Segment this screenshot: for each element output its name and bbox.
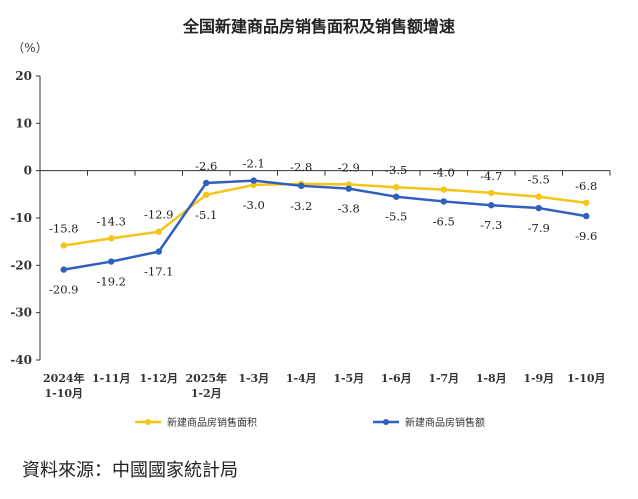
data-label: -3.5 <box>385 163 407 177</box>
y-tick-label: 20 <box>15 69 32 83</box>
axes <box>36 75 611 361</box>
data-label: -5.5 <box>385 210 407 224</box>
data-point <box>488 189 495 197</box>
x-tick-label: 1-10月 <box>44 387 83 400</box>
data-point <box>60 266 67 273</box>
data-label: -14.3 <box>97 214 127 228</box>
x-tick-label: 1-2月 <box>191 387 222 400</box>
y-tick-label: -30 <box>10 306 32 320</box>
data-point <box>203 179 210 187</box>
x-tick-label: 1-3月 <box>238 372 269 385</box>
data-label: -20.9 <box>49 283 79 297</box>
data-point <box>250 177 257 184</box>
y-tick-label: 10 <box>15 116 32 130</box>
x-tick-label: 1-12月 <box>139 372 178 385</box>
y-tick-label: 0 <box>24 164 32 178</box>
x-tick-label: 1-6月 <box>381 372 412 385</box>
y-tick-label: -10 <box>10 211 32 225</box>
data-point <box>108 258 115 265</box>
data-point <box>393 193 400 200</box>
data-point <box>345 185 352 192</box>
legend-marker <box>383 419 389 425</box>
legend: 新建商品房销售面积 新建商品房销售额 <box>135 416 485 429</box>
data-point <box>440 198 447 205</box>
data-label: -3.2 <box>290 199 312 213</box>
x-tick-label: 1-7月 <box>428 372 459 385</box>
data-point <box>108 235 115 242</box>
data-point <box>440 186 447 193</box>
data-label: -5.5 <box>528 173 550 187</box>
data-label: -2.9 <box>338 160 360 174</box>
legend-label: 新建商品房销售额 <box>405 416 485 429</box>
x-tick-label: 1-11月 <box>92 372 131 385</box>
x-tick-label: 2025年 <box>185 371 227 385</box>
data-label: -17.1 <box>144 265 174 279</box>
data-label: -9.6 <box>575 229 597 243</box>
data-point <box>298 182 305 190</box>
x-tick-label: 1-5月 <box>333 372 364 385</box>
series-lines <box>60 177 590 273</box>
x-tick-label: 1-10月 <box>567 372 606 385</box>
y-tick-labels: 20 10 0 -10 -20 -30 -40 <box>10 69 32 367</box>
data-point <box>393 184 400 191</box>
legend-marker <box>145 419 151 425</box>
data-point <box>583 199 590 207</box>
data-point <box>203 191 210 199</box>
data-label: -15.8 <box>49 221 79 235</box>
y-tick-label: -20 <box>10 258 32 272</box>
chart-title: 全国新建商品房销售面积及销售额增速 <box>182 17 455 36</box>
data-point <box>535 204 542 212</box>
data-point <box>488 202 495 209</box>
x-tick-label: 1-8月 <box>476 372 507 385</box>
data-point <box>583 212 590 220</box>
data-label: -6.5 <box>433 214 455 228</box>
x-tick-labels: 2024年 1-10月 1-11月 1-12月 2025年 1-2月 1-3月 1-4月 1-5… <box>43 371 606 400</box>
x-tick-label: 1-9月 <box>523 372 554 385</box>
data-label: -2.6 <box>195 159 217 173</box>
data-point <box>535 193 542 200</box>
data-label: -3.8 <box>338 202 360 216</box>
data-label: -7.9 <box>528 221 550 235</box>
data-point <box>155 248 162 255</box>
y-unit-label: （%） <box>12 41 47 55</box>
data-labels: -15.8 -20.9 -14.3 -19.2 -12.9 -17.1 -5.1 -2.6 -3… <box>49 157 597 297</box>
series-line-2 <box>63 179 587 271</box>
data-label: -12.9 <box>144 208 174 222</box>
data-label: -3.0 <box>243 198 265 212</box>
source-note: 資料來源：中國國家統計局 <box>22 460 238 481</box>
data-point <box>60 242 67 249</box>
data-label: -19.2 <box>97 275 127 289</box>
data-label: -6.8 <box>575 179 597 193</box>
data-label: -7.3 <box>480 218 502 232</box>
series-line-1 <box>63 182 587 247</box>
legend-label: 新建商品房销售面积 <box>167 416 257 429</box>
x-tick-label: 2024年 <box>43 371 85 385</box>
data-point <box>155 228 162 235</box>
y-tick-label: -40 <box>10 353 32 367</box>
data-label: -4.7 <box>480 169 502 183</box>
data-label: -2.1 <box>243 157 265 171</box>
data-label: -2.8 <box>290 160 312 174</box>
x-tick-label: 1-4月 <box>286 372 317 385</box>
data-label: -5.1 <box>195 208 217 222</box>
data-label: -4.0 <box>433 166 455 180</box>
